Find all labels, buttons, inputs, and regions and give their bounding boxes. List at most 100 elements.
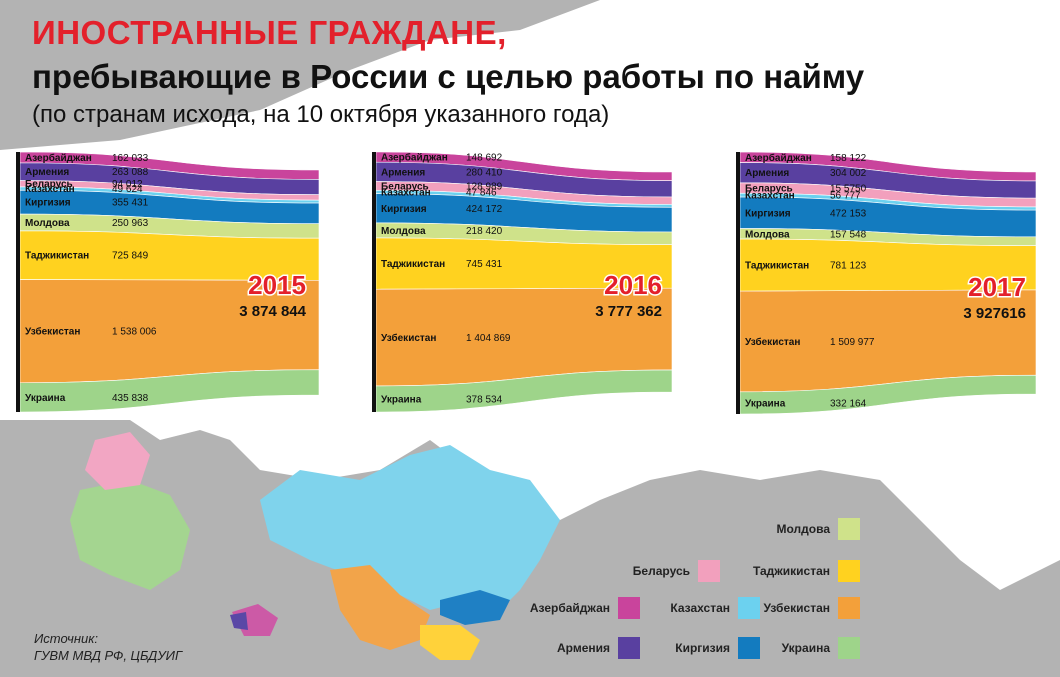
flow-bands <box>19 151 320 413</box>
chart-panel-2015: Азербайджан 162 033 Армения 263 088 Беларусь… <box>16 151 320 413</box>
total-label: 3 777 362 <box>595 303 662 320</box>
legend-swatch <box>838 637 860 659</box>
russia-north-island <box>620 5 760 60</box>
belarus-shape <box>85 432 150 490</box>
band-value-2: 94 012 <box>112 179 143 190</box>
legend-label: Таджикистан <box>752 564 830 578</box>
band-value-6: 745 431 <box>466 259 503 270</box>
band-value-1: 263 088 <box>112 167 149 178</box>
left-edge-bar <box>16 152 20 412</box>
legend-item: Узбекистан <box>730 597 860 619</box>
band-value-6: 781 123 <box>830 261 867 272</box>
band-label-0: Азербайджан <box>381 152 448 164</box>
left-edge-bar <box>736 152 740 414</box>
band-value-0: 158 122 <box>830 153 867 164</box>
legend-item: Киргизия <box>630 637 760 659</box>
band-label-7: Узбекистан <box>745 336 800 348</box>
band-value-8: 435 838 <box>112 393 149 404</box>
year-label: 2016 <box>604 270 662 300</box>
band-value-3: 49 624 <box>112 184 143 195</box>
total-label: 3 927616 <box>963 305 1026 322</box>
band-2016-8 <box>375 369 673 413</box>
band-2017-8 <box>739 374 1037 415</box>
legend-swatch <box>838 597 860 619</box>
legend-swatch <box>738 637 760 659</box>
band-label-4: Киргизия <box>25 198 71 209</box>
band-value-1: 304 002 <box>830 168 867 179</box>
band-label-2: Беларусь <box>25 179 73 190</box>
band-label-3: Казахстан <box>25 184 75 195</box>
band-value-7: 1 538 006 <box>112 327 157 338</box>
band-label-3: Казахстан <box>381 188 431 199</box>
band-label-8: Украина <box>25 393 66 404</box>
flow-labels: Азербайджан 148 692 Армения 280 410 Беларусь… <box>381 152 511 406</box>
source-label: Источник: <box>34 631 98 646</box>
band-label-2: Беларусь <box>745 184 793 195</box>
band-value-4: 355 431 <box>112 198 149 209</box>
band-label-1: Армения <box>25 167 69 178</box>
legend-label: Беларусь <box>632 564 690 578</box>
legend-swatch <box>698 560 720 582</box>
band-label-0: Азербайджан <box>745 152 812 164</box>
band-value-5: 218 420 <box>466 226 503 237</box>
source-text: ГУВМ МВД РФ, ЦБДУИГ <box>34 648 183 663</box>
legend-label: Киргизия <box>675 641 730 655</box>
legend-label: Армения <box>556 641 610 655</box>
title-line-1: ИНОСТРАННЫЕ ГРАЖДАНЕ, <box>32 14 507 51</box>
band-value-0: 148 692 <box>466 153 503 164</box>
legend-item: Украина <box>730 637 860 659</box>
band-value-6: 725 849 <box>112 251 149 262</box>
legend-swatch <box>838 518 860 540</box>
armenia-shape <box>230 612 248 630</box>
chart-panel-2017: Азербайджан 158 122 Армения 304 002 Беларусь… <box>736 151 1037 415</box>
band-label-7: Узбекистан <box>25 326 80 338</box>
band-value-8: 332 164 <box>830 398 867 409</box>
band-label-1: Армения <box>745 168 789 179</box>
legend-swatch <box>738 597 760 619</box>
kazakhstan-shape <box>260 445 560 610</box>
legend-item: Таджикистан <box>730 560 860 582</box>
band-label-4: Киргизия <box>381 204 427 215</box>
title-line-3: (по странам исхода, на 10 октября указан… <box>32 101 610 128</box>
band-label-6: Таджикистан <box>745 261 809 272</box>
band-label-0: Азербайджан <box>25 152 92 164</box>
band-label-7: Узбекистан <box>381 332 436 344</box>
legend-swatch <box>618 597 640 619</box>
legend-label: Казахстан <box>670 601 730 615</box>
band-label-3: Казахстан <box>745 191 795 202</box>
source-note: Источник: ГУВМ МВД РФ, ЦБДУИГ <box>34 630 182 664</box>
band-label-6: Таджикистан <box>25 251 89 262</box>
left-edge-bar <box>372 152 376 412</box>
chart-panel-2016: Азербайджан 148 692 Армения 280 410 Беларусь… <box>372 151 673 413</box>
band-value-5: 250 963 <box>112 218 149 229</box>
band-value-0: 162 033 <box>112 153 149 164</box>
band-label-8: Украина <box>381 394 422 405</box>
legend-item: Беларусь <box>590 560 720 582</box>
band-value-3: 56 777 <box>830 191 861 202</box>
band-value-3: 47 846 <box>466 188 497 199</box>
legend-item: Казахстан <box>630 597 760 619</box>
legend-swatch <box>838 560 860 582</box>
band-label-8: Украина <box>745 398 786 409</box>
flow-bands <box>739 151 1037 415</box>
band-label-1: Армения <box>381 167 425 178</box>
year-label: 2015 <box>248 270 306 300</box>
uzbekistan-shape <box>330 565 430 650</box>
band-label-2: Беларусь <box>381 181 429 192</box>
total-label: 3 874 844 <box>239 303 306 320</box>
band-value-1: 280 410 <box>466 167 503 178</box>
flow-bands <box>375 151 673 413</box>
band-label-5: Молдова <box>381 226 426 237</box>
band-value-4: 424 172 <box>466 204 503 215</box>
legend-label: Азербайджан <box>529 601 610 615</box>
band-label-5: Молдова <box>25 218 70 229</box>
band-value-4: 472 153 <box>830 208 867 219</box>
band-value-7: 1 509 977 <box>830 337 875 348</box>
band-label-4: Киргизия <box>745 208 791 219</box>
legend-swatch <box>618 637 640 659</box>
legend-label: Узбекистан <box>763 601 830 615</box>
tajikistan-shape <box>420 625 480 660</box>
band-label-6: Таджикистан <box>381 259 445 270</box>
band-2015-8 <box>19 369 320 413</box>
flow-labels: Азербайджан 162 033 Армения 263 088 Беларусь… <box>25 152 157 404</box>
